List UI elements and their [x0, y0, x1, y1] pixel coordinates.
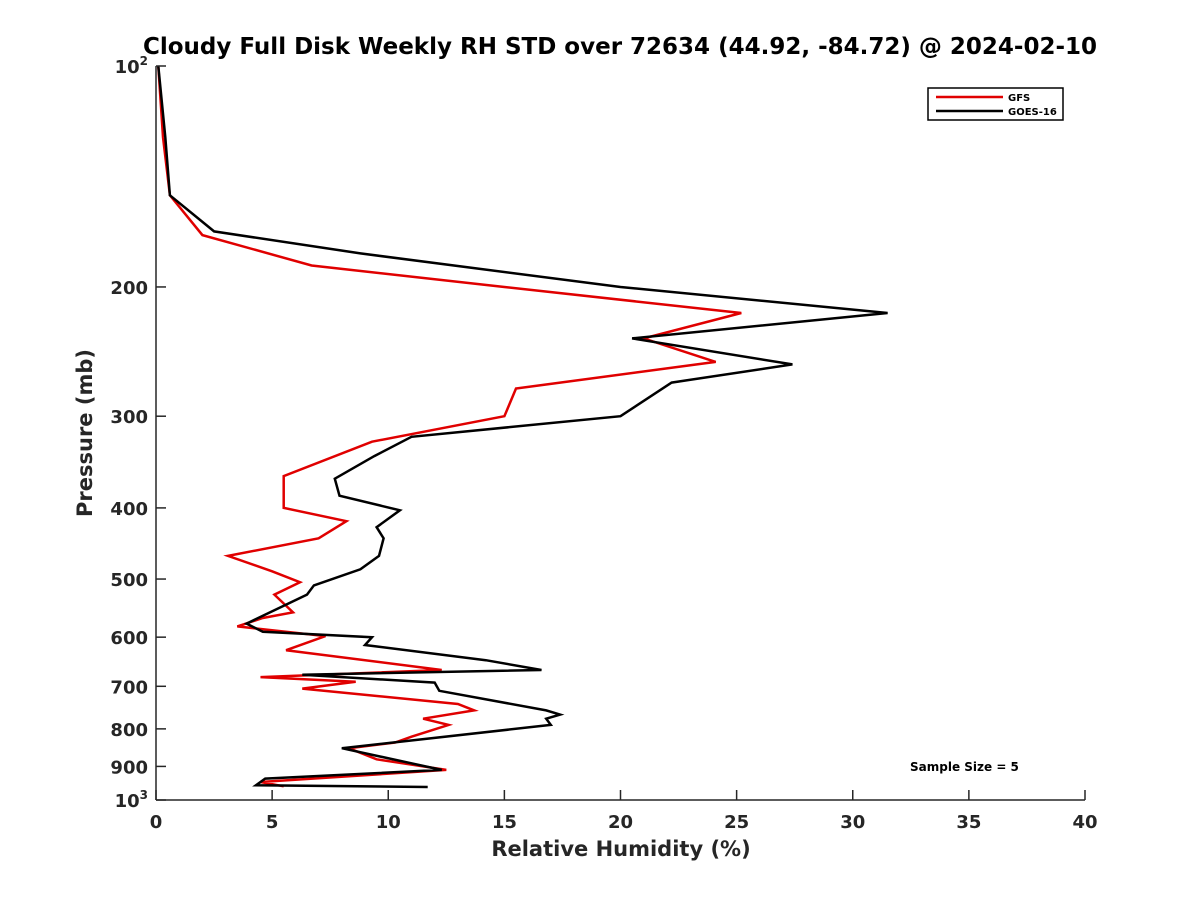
x-tick-label: 30	[840, 812, 865, 833]
series-line-goes16	[157, 65, 888, 789]
x-tick-label: 20	[608, 812, 633, 833]
x-tick-label: 0	[150, 812, 163, 833]
legend-label-goes16: GOES-16	[1008, 107, 1057, 118]
x-tick-label: 40	[1072, 812, 1097, 833]
legend-label-gfs: GFS	[1008, 93, 1030, 104]
y-tick-label: 103	[115, 788, 148, 812]
chart-title: Cloudy Full Disk Weekly RH STD over 7263…	[143, 34, 1097, 60]
y-axis-label: Pressure (mb)	[73, 349, 97, 517]
legend-box	[927, 87, 1064, 121]
x-tick-label: 35	[956, 812, 981, 833]
sample-size-annotation: Sample Size = 5	[910, 760, 1019, 774]
x-tick-label: 10	[376, 812, 401, 833]
y-tick-label: 500	[110, 570, 148, 591]
y-tick-label: 600	[110, 628, 148, 649]
x-axis: 0 5 10 15 20 25 30 35 40	[150, 790, 1098, 833]
x-tick-label: 5	[266, 812, 279, 833]
y-tick-label: 400	[110, 499, 148, 520]
y-tick-label: 900	[110, 757, 148, 778]
y-tick-label: 200	[110, 278, 148, 299]
y-tick-label: 800	[110, 720, 148, 741]
y-axis: 102 200 300 400 500 600 700 800 900 103	[110, 54, 166, 812]
plot-area	[157, 65, 888, 789]
x-axis-label: Relative Humidity (%)	[491, 837, 750, 861]
series-line-gfs	[157, 65, 742, 788]
legend: GFS GOES-16	[927, 87, 1064, 121]
y-tick-label: 700	[110, 677, 148, 698]
y-tick-label: 300	[110, 407, 148, 428]
y-tick-label: 102	[115, 54, 148, 78]
x-tick-label: 25	[724, 812, 749, 833]
x-tick-label: 15	[492, 812, 517, 833]
